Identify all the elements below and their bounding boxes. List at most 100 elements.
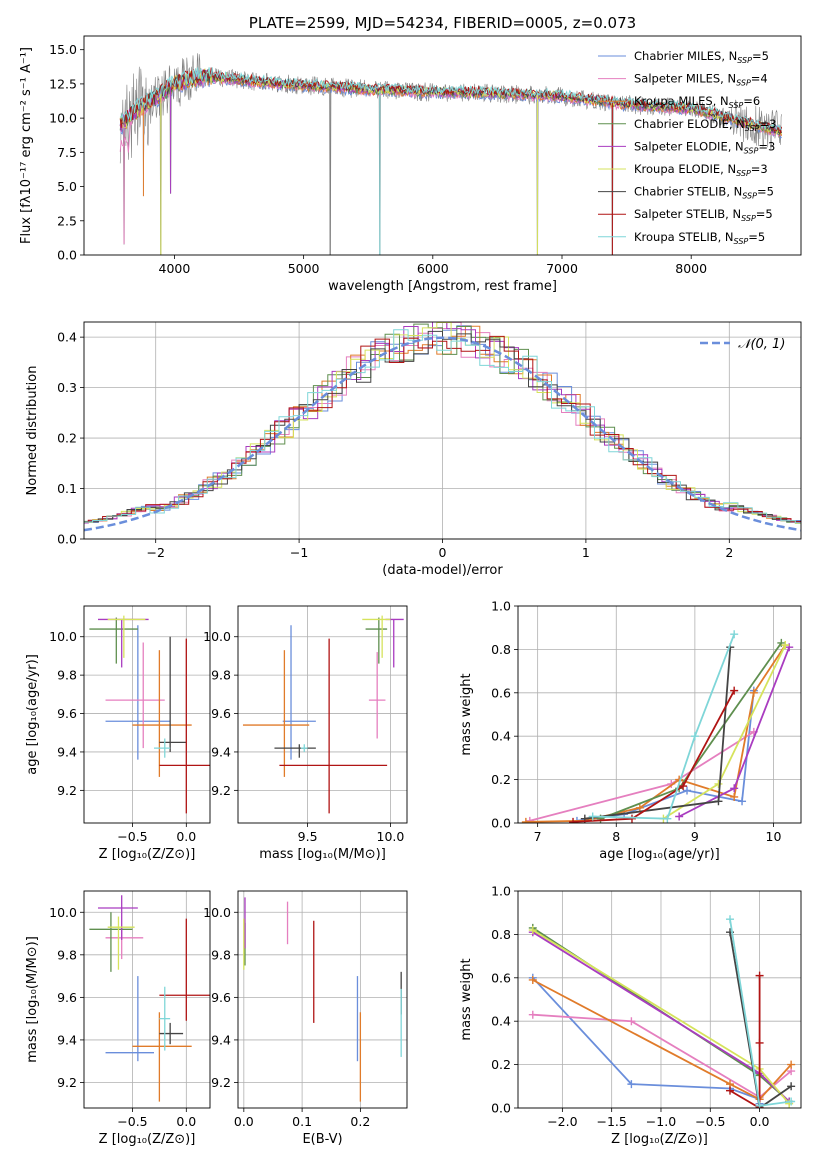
x-tick-label: 2 — [725, 545, 733, 560]
y-tick-label: 9.6 — [211, 706, 231, 721]
errorbar-point — [362, 615, 391, 658]
y-tick-label: 0.1 — [57, 481, 77, 496]
x-axis-label: E(B-V) — [302, 1132, 342, 1147]
x-tick-label: 6000 — [417, 261, 449, 276]
weight-point-marker — [528, 926, 537, 935]
weight-point-marker — [675, 812, 684, 821]
legend-count: =5 — [756, 207, 773, 221]
legend-count: =5 — [752, 49, 769, 63]
y-tick-label: 15.0 — [49, 42, 77, 57]
axes-frame-weight_vs_age — [517, 605, 802, 824]
x-tick-label: −1 — [290, 545, 308, 560]
legend-subscript: SSP — [736, 169, 751, 178]
errorbar-point — [132, 1012, 192, 1102]
y-tick-label: 1.0 — [491, 599, 511, 614]
histogram-step-series — [84, 329, 801, 524]
weight-series-line — [729, 932, 792, 1108]
legend-subscript: SSP — [741, 214, 756, 223]
y-axis-label: mass weight — [459, 958, 474, 1040]
y-tick-label: 9.8 — [211, 947, 231, 962]
y-tick-label: 9.4 — [57, 744, 77, 759]
weight-point-marker — [781, 641, 790, 650]
x-tick-label: 4000 — [159, 261, 191, 276]
x-axis-label: wavelength [Angstrom, rest frame] — [328, 279, 557, 294]
weight-point-marker — [528, 975, 537, 984]
axes-frame-weight_vs_z — [517, 890, 802, 1109]
legend-subscript: SSP — [744, 146, 759, 155]
weight-point-marker — [730, 792, 739, 801]
legend-label: Kroupa ELODIE, N — [634, 162, 736, 176]
x-tick-label: 0 — [439, 545, 447, 560]
weight-series-line — [729, 975, 761, 1108]
x-tick-label: 0.2 — [350, 1114, 370, 1129]
mass_vs_z-plot-area — [89, 895, 210, 1102]
legend-label: Chabrier ELODIE, N — [634, 117, 745, 131]
y-tick-label: 0.8 — [491, 927, 511, 942]
weight-point-marker — [787, 1097, 796, 1106]
weight-point-marker — [627, 1080, 636, 1089]
legend-count: =4 — [751, 72, 768, 86]
errorbar-point — [385, 618, 404, 668]
y-axis-label: Flux [fλ10⁻¹⁷ erg cm⁻² s⁻¹ A⁻¹] — [19, 47, 34, 244]
weight-point-marker — [755, 1038, 764, 1047]
age_vs_z-plot-area — [89, 615, 210, 814]
y-tick-label: 9.8 — [57, 947, 77, 962]
chart-title: PLATE=2599, MJD=54234, FIBERID=0005, z=0… — [249, 14, 636, 32]
legend-label: Salpeter STELIB, N — [634, 207, 741, 221]
weight-series-line — [584, 647, 732, 820]
weight-series-line — [572, 690, 735, 823]
x-axis-label: Z [log₁₀(Z/Z⊙)] — [611, 1132, 708, 1147]
axes-weight_vs_age: 7 8 9 10 0.0 0.2 0.4 0.6 0.8 1.0 age [log₁₀(age/yr… — [459, 599, 802, 862]
x-tick-label: 0.1 — [292, 1114, 312, 1129]
axes-weight_vs_z: −2.0 −1.5 −1.0 −0.5 0.0 0.0 0.2 0.4 0.6 0.8 1.0 Z [… — [459, 884, 802, 1147]
y-tick-label: 1.0 — [491, 884, 511, 899]
weight-point-marker — [635, 803, 644, 812]
x-tick-label: −0.5 — [695, 1114, 725, 1129]
y-axis-label: mass weight — [459, 673, 474, 755]
weight-point-marker — [749, 688, 758, 697]
x-tick-label: 0.0 — [750, 1114, 770, 1129]
legend-entry: Kroupa STELIB, NSSP=5 — [634, 230, 765, 246]
errorbar-point — [300, 744, 308, 752]
y-tick-label: 0.0 — [57, 532, 77, 547]
legend-count: =3 — [758, 139, 775, 153]
x-tick-label: 8000 — [675, 261, 707, 276]
y-tick-label: 10.0 — [49, 629, 77, 644]
legend-entry: Chabrier STELIB, NSSP=5 — [634, 185, 774, 201]
weight-point-marker — [730, 784, 739, 793]
residuals-plot-area — [84, 322, 801, 532]
weight-point-marker — [679, 782, 688, 791]
weight-point-marker — [787, 1082, 796, 1091]
errorbar-point — [368, 652, 386, 739]
errorbar-point — [159, 918, 210, 1021]
y-tick-label: 9.4 — [211, 1032, 231, 1047]
y-tick-label: 2.5 — [57, 213, 77, 228]
legend-subscript: SSP — [742, 192, 757, 201]
legend-label: Chabrier STELIB, N — [634, 185, 742, 199]
y-tick-label: 0.4 — [57, 330, 77, 345]
x-tick-label: 0.0 — [176, 829, 196, 844]
legend-entry: Salpeter MILES, NSSP=4 — [634, 72, 768, 88]
legend-subscript: SSP — [745, 124, 760, 133]
y-tick-label: 9.2 — [57, 783, 77, 798]
weight-point-marker — [755, 971, 764, 980]
y-tick-label: 0.2 — [491, 1057, 511, 1072]
axes-frame-residuals — [83, 321, 802, 540]
y-tick-label: 10.0 — [49, 111, 77, 126]
y-axis-label: age [log₁₀(age/yr)] — [25, 654, 40, 775]
errorbar-point — [279, 638, 388, 814]
weight-point-marker — [569, 817, 578, 823]
errorbar-point — [107, 916, 135, 970]
x-tick-label: 10.0 — [377, 829, 405, 844]
errorbar-point — [282, 625, 316, 760]
errorbar-point — [154, 738, 171, 758]
axes-residuals: −2 −1 0 1 2 0.0 0.1 0.2 0.3 0.4 (data-model)/error… — [25, 321, 802, 578]
x-tick-label: −0.5 — [117, 829, 147, 844]
errorbar-point — [89, 912, 133, 972]
x-axis-label: mass [log₁₀(M/M⊙)] — [259, 847, 386, 862]
weight-series-line — [592, 633, 736, 820]
weight-series-line — [532, 1013, 792, 1099]
y-tick-label: 12.5 — [49, 76, 77, 91]
weight-point-marker — [690, 732, 699, 741]
